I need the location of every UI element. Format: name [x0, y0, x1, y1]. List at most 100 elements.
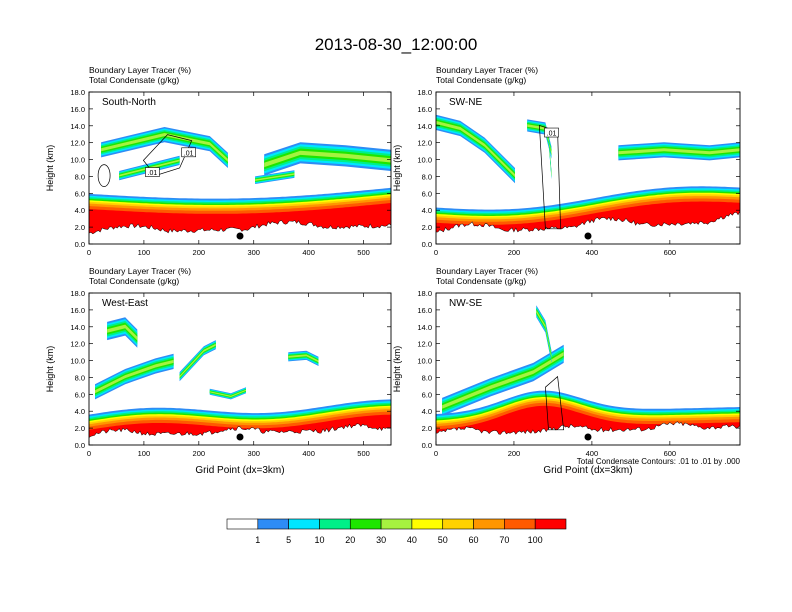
panel-swne-ytick-label-0: 0.0 [422, 240, 432, 249]
sn-contour-1 [97, 164, 111, 187]
panel-we-ytick-label-5: 10.0 [70, 357, 85, 366]
panel-we-xtick-label-5: 500 [357, 449, 370, 458]
panel-we-xtick-label-1: 100 [138, 449, 151, 458]
we-top-cloud-4 [107, 324, 138, 341]
panel-we-plot-area [89, 293, 391, 445]
panel-sn-location-marker [236, 232, 244, 240]
panel-sn-frame [88, 91, 392, 245]
panel-sn-label: South-North [102, 97, 156, 108]
panel-we-ytick-label-7: 14.0 [70, 323, 85, 332]
panel-nwse-xtick-label-2: 400 [586, 449, 599, 458]
colorbar-swatch-6 [411, 518, 444, 530]
colorbar-label-0: 1 [255, 535, 260, 545]
panel-sn: .01 .01 0.0 2.0 4.0 6.0 8.0 10.0 12.0 14.0 16.0 18.… [45, 65, 392, 257]
panel-nwse-ytick-label-8: 16.0 [417, 306, 432, 315]
colorbar-label-6: 50 [438, 535, 448, 545]
swne-right-cloud-4 [618, 148, 740, 155]
panel-we-ytick-label-0: 0.0 [75, 441, 85, 450]
panel-we-xtick-label-3: 300 [247, 449, 260, 458]
nwse-contour-1 [545, 375, 565, 431]
panel-swne-xtick-label-3: 600 [664, 248, 677, 257]
panel-sn-ytick-label-1: 2.0 [75, 223, 85, 232]
contour-footnote: Total Condensate Contours: .01 to .01 by… [577, 457, 741, 466]
panel-sn-ytick-label-4: 8.0 [75, 172, 85, 181]
main-title: 2013-08-30_12:00:00 [315, 35, 478, 54]
panel-swne-ytick-label-8: 16.0 [417, 105, 432, 114]
panel-we: 0.0 2.0 4.0 6.0 8.0 10.0 12.0 14.0 16.0 18.0 0 100 2… [45, 266, 392, 476]
panel-nwse-xlabel: Grid Point (dx=3km) [543, 465, 632, 476]
panel-we-ytick-label-4: 8.0 [75, 373, 85, 382]
panel-swne-contour-label-box-0 [544, 127, 559, 138]
panel-swne-title-line-1: Total Condensate (g/kg) [436, 75, 526, 85]
colorbar-label-4: 30 [376, 535, 386, 545]
sn-right-small-4 [255, 173, 295, 181]
colorbar-label-9: 100 [528, 535, 543, 545]
colorbar-label-2: 10 [314, 535, 324, 545]
panel-nwse-ytick-label-2: 4.0 [422, 407, 432, 416]
panel-sn-ytick-label-8: 16.0 [70, 105, 85, 114]
panel-nwse-xtick-label-0: 0 [434, 449, 438, 458]
panel-we-xtick-label-0: 0 [87, 449, 91, 458]
sn-right-cloud-4 [264, 150, 391, 168]
colorbar-label-3: 20 [345, 535, 355, 545]
nwse-tower-cloud-4 [536, 310, 552, 359]
panel-sn-xtick-label-2: 200 [193, 248, 206, 257]
panel-we-title-line-0: Boundary Layer Tracer (%) [89, 266, 191, 276]
swne-plume-cloud-1 [436, 116, 515, 182]
panel-swne-contour-label-text-0: .01 [547, 131, 557, 138]
panel-swne-ytick-label-6: 12.0 [417, 139, 432, 148]
panel-sn-ytick-label-9: 18.0 [70, 88, 85, 97]
panel-swne-ytick-label-7: 14.0 [417, 122, 432, 131]
panel-sn-contour-label-box-1 [145, 167, 160, 177]
panel-swne-xtick-label-2: 400 [586, 248, 599, 257]
panel-sn-xtick-label-5: 500 [357, 248, 370, 257]
panel-swne-ytick-label-5: 10.0 [417, 156, 432, 165]
colorbar-label-7: 60 [469, 535, 479, 545]
sn-terrain-fill [89, 220, 391, 244]
panel-swne-ytick-label-4: 8.0 [422, 172, 432, 181]
colorbar-swatch-1 [257, 518, 289, 530]
colorbar-label-8: 70 [499, 535, 509, 545]
panel-nwse-location-marker [584, 433, 592, 441]
panel-we-ytick-label-1: 2.0 [75, 424, 85, 433]
panel-sn-title-line-0: Boundary Layer Tracer (%) [89, 65, 191, 75]
panels-group: .01 .01 0.0 2.0 4.0 6.0 8.0 10.0 12.0 14.0 16.0 18.… [45, 65, 741, 476]
panel-nwse-ytick-label-9: 18.0 [417, 289, 432, 298]
panel-swne-ytick-label-1: 2.0 [422, 223, 432, 232]
sn-anvil-cloud-4 [101, 133, 228, 162]
panel-sn-contour-label-box-0 [181, 147, 196, 158]
panel-swne: .01 0.0 2.0 4.0 6.0 8.0 10.0 12.0 14.0 16.0 18.0 0 2… [392, 65, 741, 257]
panel-sn-title-line-1: Total Condensate (g/kg) [89, 75, 179, 85]
panel-swne-contour-label-0: .01 [544, 127, 559, 138]
panel-nwse-ytick-label-3: 6.0 [422, 390, 432, 399]
panel-sn-ytick-label-0: 0.0 [75, 240, 85, 249]
panel-sn-contour-label-0: .01 [181, 147, 196, 158]
panel-we-ylabel: Height (km) [45, 346, 55, 393]
panel-we-frame [88, 292, 392, 446]
panel-swne-label: SW-NE [449, 97, 482, 108]
nwse-tower-cloud-2 [536, 307, 552, 361]
panel-swne-plot-area [436, 92, 740, 244]
panel-nwse: 0.0 2.0 4.0 6.0 8.0 10.0 12.0 14.0 16.0 18.0 0 200 4… [392, 266, 741, 476]
we-small-cloud-4 [209, 389, 246, 397]
panel-nwse-ytick-label-0: 0.0 [422, 441, 432, 450]
panel-nwse-plot-area [436, 293, 740, 445]
panel-we-title-line-1: Total Condensate (g/kg) [89, 276, 179, 286]
panel-swne-ytick-label-3: 6.0 [422, 189, 432, 198]
panel-sn-contour-label-text-0: .01 [184, 150, 194, 157]
panel-we-xlabel: Grid Point (dx=3km) [195, 465, 284, 476]
panel-sn-ytick-label-3: 6.0 [75, 189, 85, 198]
panel-swne-frame [435, 91, 741, 245]
colorbar-swatch-3 [319, 518, 351, 530]
panel-nwse-ytick-label-1: 2.0 [422, 424, 432, 433]
panel-sn-xtick-label-1: 100 [138, 248, 151, 257]
panel-sn-contour-label-1: .01 [145, 167, 160, 177]
panel-we-ytick-label-9: 18.0 [70, 289, 85, 298]
panel-nwse-ytick-label-6: 12.0 [417, 340, 432, 349]
panel-nwse-xtick-label-1: 200 [508, 449, 521, 458]
panel-we-ytick-label-2: 4.0 [75, 407, 85, 416]
panel-nwse-ytick-label-4: 8.0 [422, 373, 432, 382]
panel-we-xtick-label-2: 200 [193, 449, 206, 458]
panel-we-ytick-label-6: 12.0 [70, 340, 85, 349]
